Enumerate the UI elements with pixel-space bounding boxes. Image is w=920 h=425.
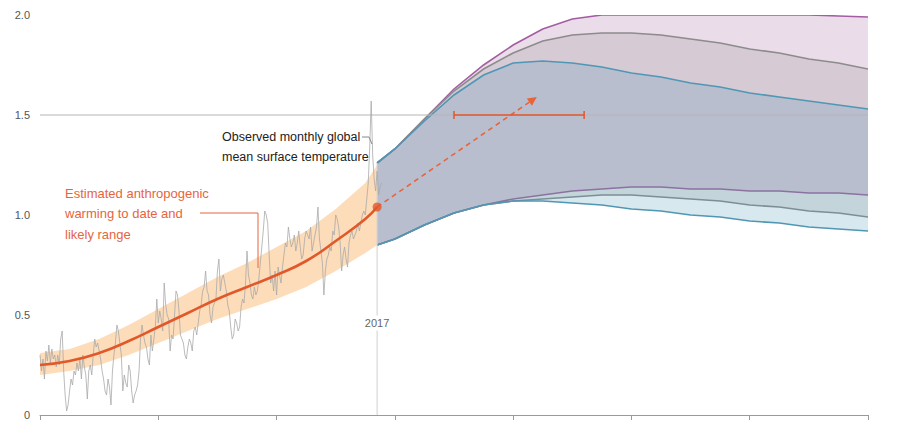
svg-text:warming to date and: warming to date and — [64, 206, 183, 221]
svg-text:1.0: 1.0 — [15, 209, 30, 221]
svg-text:Observed monthly global: Observed monthly global — [222, 130, 360, 144]
svg-text:Estimated anthropogenic: Estimated anthropogenic — [65, 186, 209, 201]
svg-text:likely range: likely range — [65, 227, 131, 242]
svg-text:2017: 2017 — [365, 317, 389, 329]
svg-text:1.5: 1.5 — [15, 109, 30, 121]
svg-text:mean surface temperature: mean surface temperature — [222, 150, 369, 164]
svg-text:2.0: 2.0 — [15, 9, 30, 21]
svg-text:0: 0 — [24, 409, 30, 421]
svg-text:0.5: 0.5 — [15, 309, 30, 321]
